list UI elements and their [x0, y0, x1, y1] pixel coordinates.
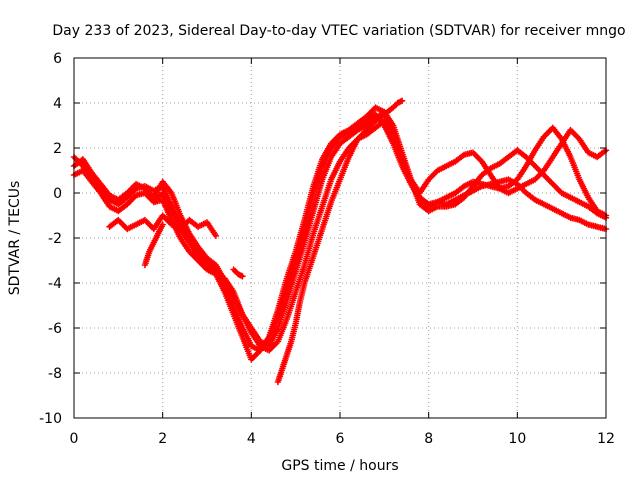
series-trace-8 [230, 266, 246, 280]
x-axis-label: GPS time / hours [281, 458, 398, 474]
series-trace-4 [150, 117, 610, 354]
y-tick-label: -10 [39, 411, 62, 427]
y-tick-label: 2 [53, 141, 62, 157]
y-tick-label: -4 [48, 276, 62, 292]
chart-title: Day 233 of 2023, Sidereal Day-to-day VTE… [52, 23, 625, 39]
y-tick-label: -2 [48, 231, 62, 247]
x-tick-label: 8 [424, 431, 433, 447]
x-tick-label: 10 [508, 431, 526, 447]
grid [74, 58, 606, 418]
series-trace-5 [106, 212, 220, 240]
plot-frame [73, 57, 607, 419]
series-trace-1 [70, 111, 610, 354]
x-tick-label: 0 [70, 431, 79, 447]
series-trace-7 [274, 97, 406, 386]
y-tick-label: -6 [48, 321, 62, 337]
x-tick-label: 12 [597, 431, 615, 447]
y-tick-label: 0 [53, 186, 62, 202]
y-axis-label: SDTVAR / TECUs [7, 181, 23, 296]
x-tick-label: 2 [158, 431, 167, 447]
y-tick-label: -8 [48, 366, 62, 382]
plot-area [70, 97, 610, 386]
axis-ticks: 0 2 4 6 8 10 12 -10 -8 -6 -4 -2 0 2 4 6 [39, 51, 615, 447]
y-tick-label: 6 [53, 51, 62, 67]
y-tick-label: 4 [53, 96, 62, 112]
series-trace-6 [141, 221, 166, 269]
x-tick-label: 6 [336, 431, 345, 447]
x-tick-label: 4 [247, 431, 256, 447]
